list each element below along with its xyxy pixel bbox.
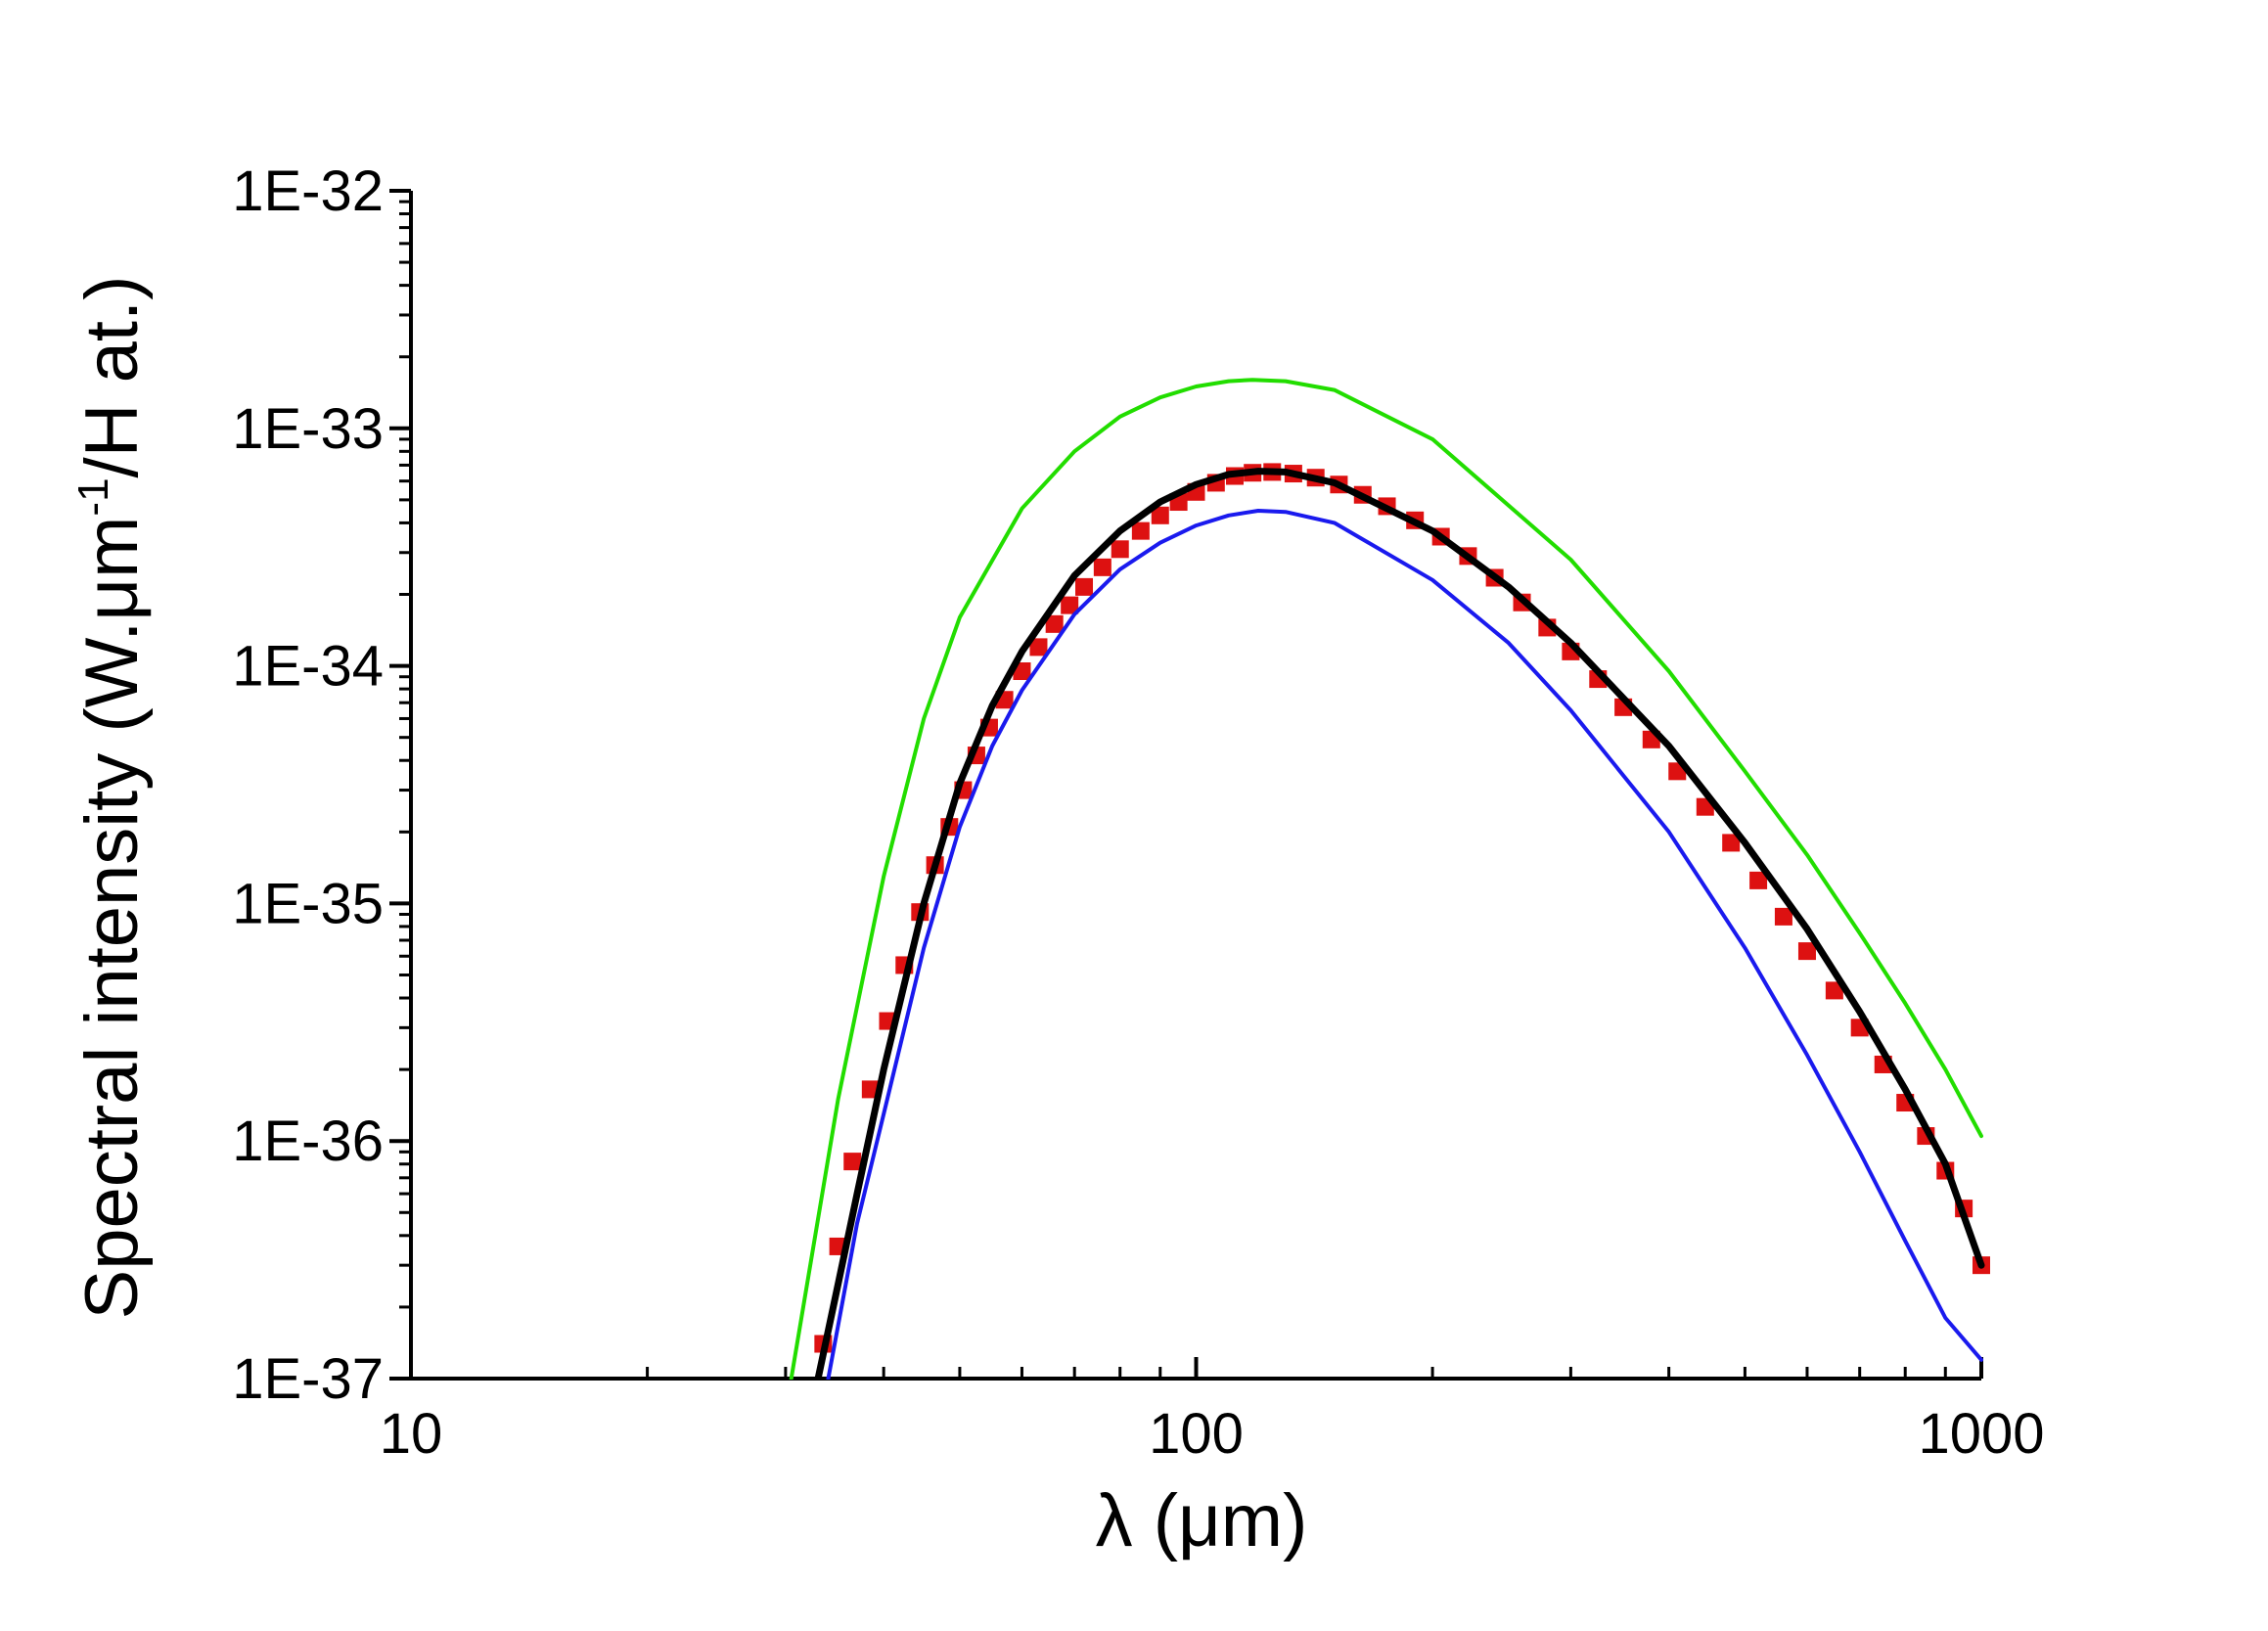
series-black-fit <box>814 468 1985 1380</box>
y-axis-tick-labels: 1E-37 1E-36 1E-35 1E-34 1E-33 1E-32 <box>232 159 384 1411</box>
data-point-marker <box>1151 506 1169 524</box>
x-tick-label: 10 <box>380 1402 443 1466</box>
y-axis-ticks <box>389 189 411 1381</box>
series-blue-curve <box>826 509 1983 1380</box>
data-point-marker <box>1774 907 1792 926</box>
data-point-marker <box>1131 521 1150 540</box>
x-axis-tick-labels: 10 100 1000 <box>380 1402 2045 1466</box>
data-point-marker <box>1749 871 1768 889</box>
y-axis-title: Spectral intensity (W.μm-1/H at.) <box>69 276 154 1320</box>
data-point-marker <box>843 1153 862 1171</box>
x-tick-label: 100 <box>1149 1402 1244 1466</box>
data-point-marker <box>1825 981 1843 1000</box>
y-axis-title-main: Spectral intensity (W.μm <box>70 517 154 1320</box>
series-red-squares <box>814 463 1990 1353</box>
y-tick-label: 1E-33 <box>232 397 384 461</box>
plot-area <box>789 378 1990 1380</box>
data-point-marker <box>1029 638 1048 657</box>
series-line-blue-curve <box>826 509 1983 1380</box>
data-point-marker <box>1045 614 1064 633</box>
x-axis-ticks <box>409 1357 1983 1379</box>
y-tick-label: 1E-34 <box>232 635 384 699</box>
data-point-marker <box>1111 540 1129 559</box>
y-tick-label: 1E-36 <box>232 1110 384 1173</box>
series-line-green-curve <box>789 378 1983 1380</box>
y-axis-title-suffix: /H at.) <box>70 276 154 478</box>
data-point-marker <box>1075 577 1094 596</box>
y-tick-label: 1E-37 <box>232 1347 384 1411</box>
y-tick-label: 1E-32 <box>232 159 384 223</box>
data-point-marker <box>1061 596 1079 614</box>
x-tick-label: 1000 <box>1918 1402 2044 1466</box>
data-point-marker <box>1797 942 1816 961</box>
y-tick-label: 1E-35 <box>232 872 384 935</box>
data-point-marker <box>1013 662 1031 681</box>
y-axis-title-superscript: -1 <box>69 477 117 516</box>
data-point-marker <box>1722 834 1741 852</box>
series-green-curve <box>789 378 1983 1380</box>
data-point-marker <box>1093 558 1111 576</box>
series-line-black-fit <box>814 468 1985 1380</box>
x-axis-title: λ (μm) <box>1096 1479 1308 1563</box>
